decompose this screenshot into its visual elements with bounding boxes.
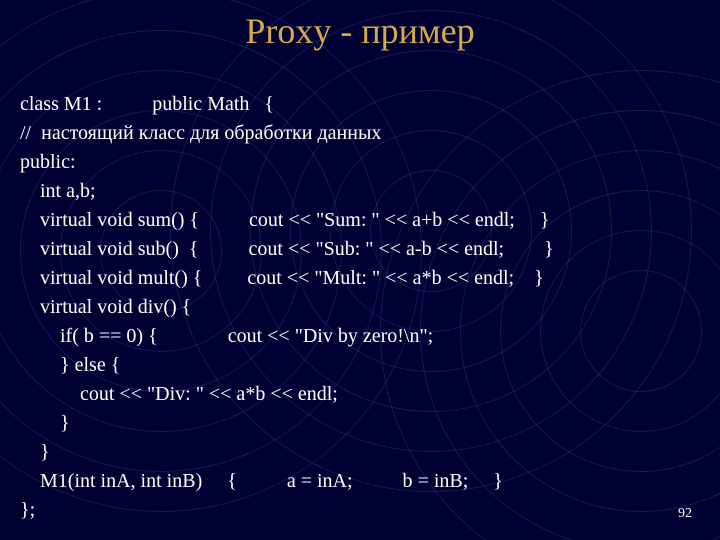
code-block: class M1 : public Math { // настоящий кл… bbox=[20, 90, 700, 525]
slide-title: Proxy - пример bbox=[0, 10, 720, 52]
slide: Proxy - пример class M1 : public Math { … bbox=[0, 0, 720, 540]
page-number: 92 bbox=[678, 506, 692, 522]
